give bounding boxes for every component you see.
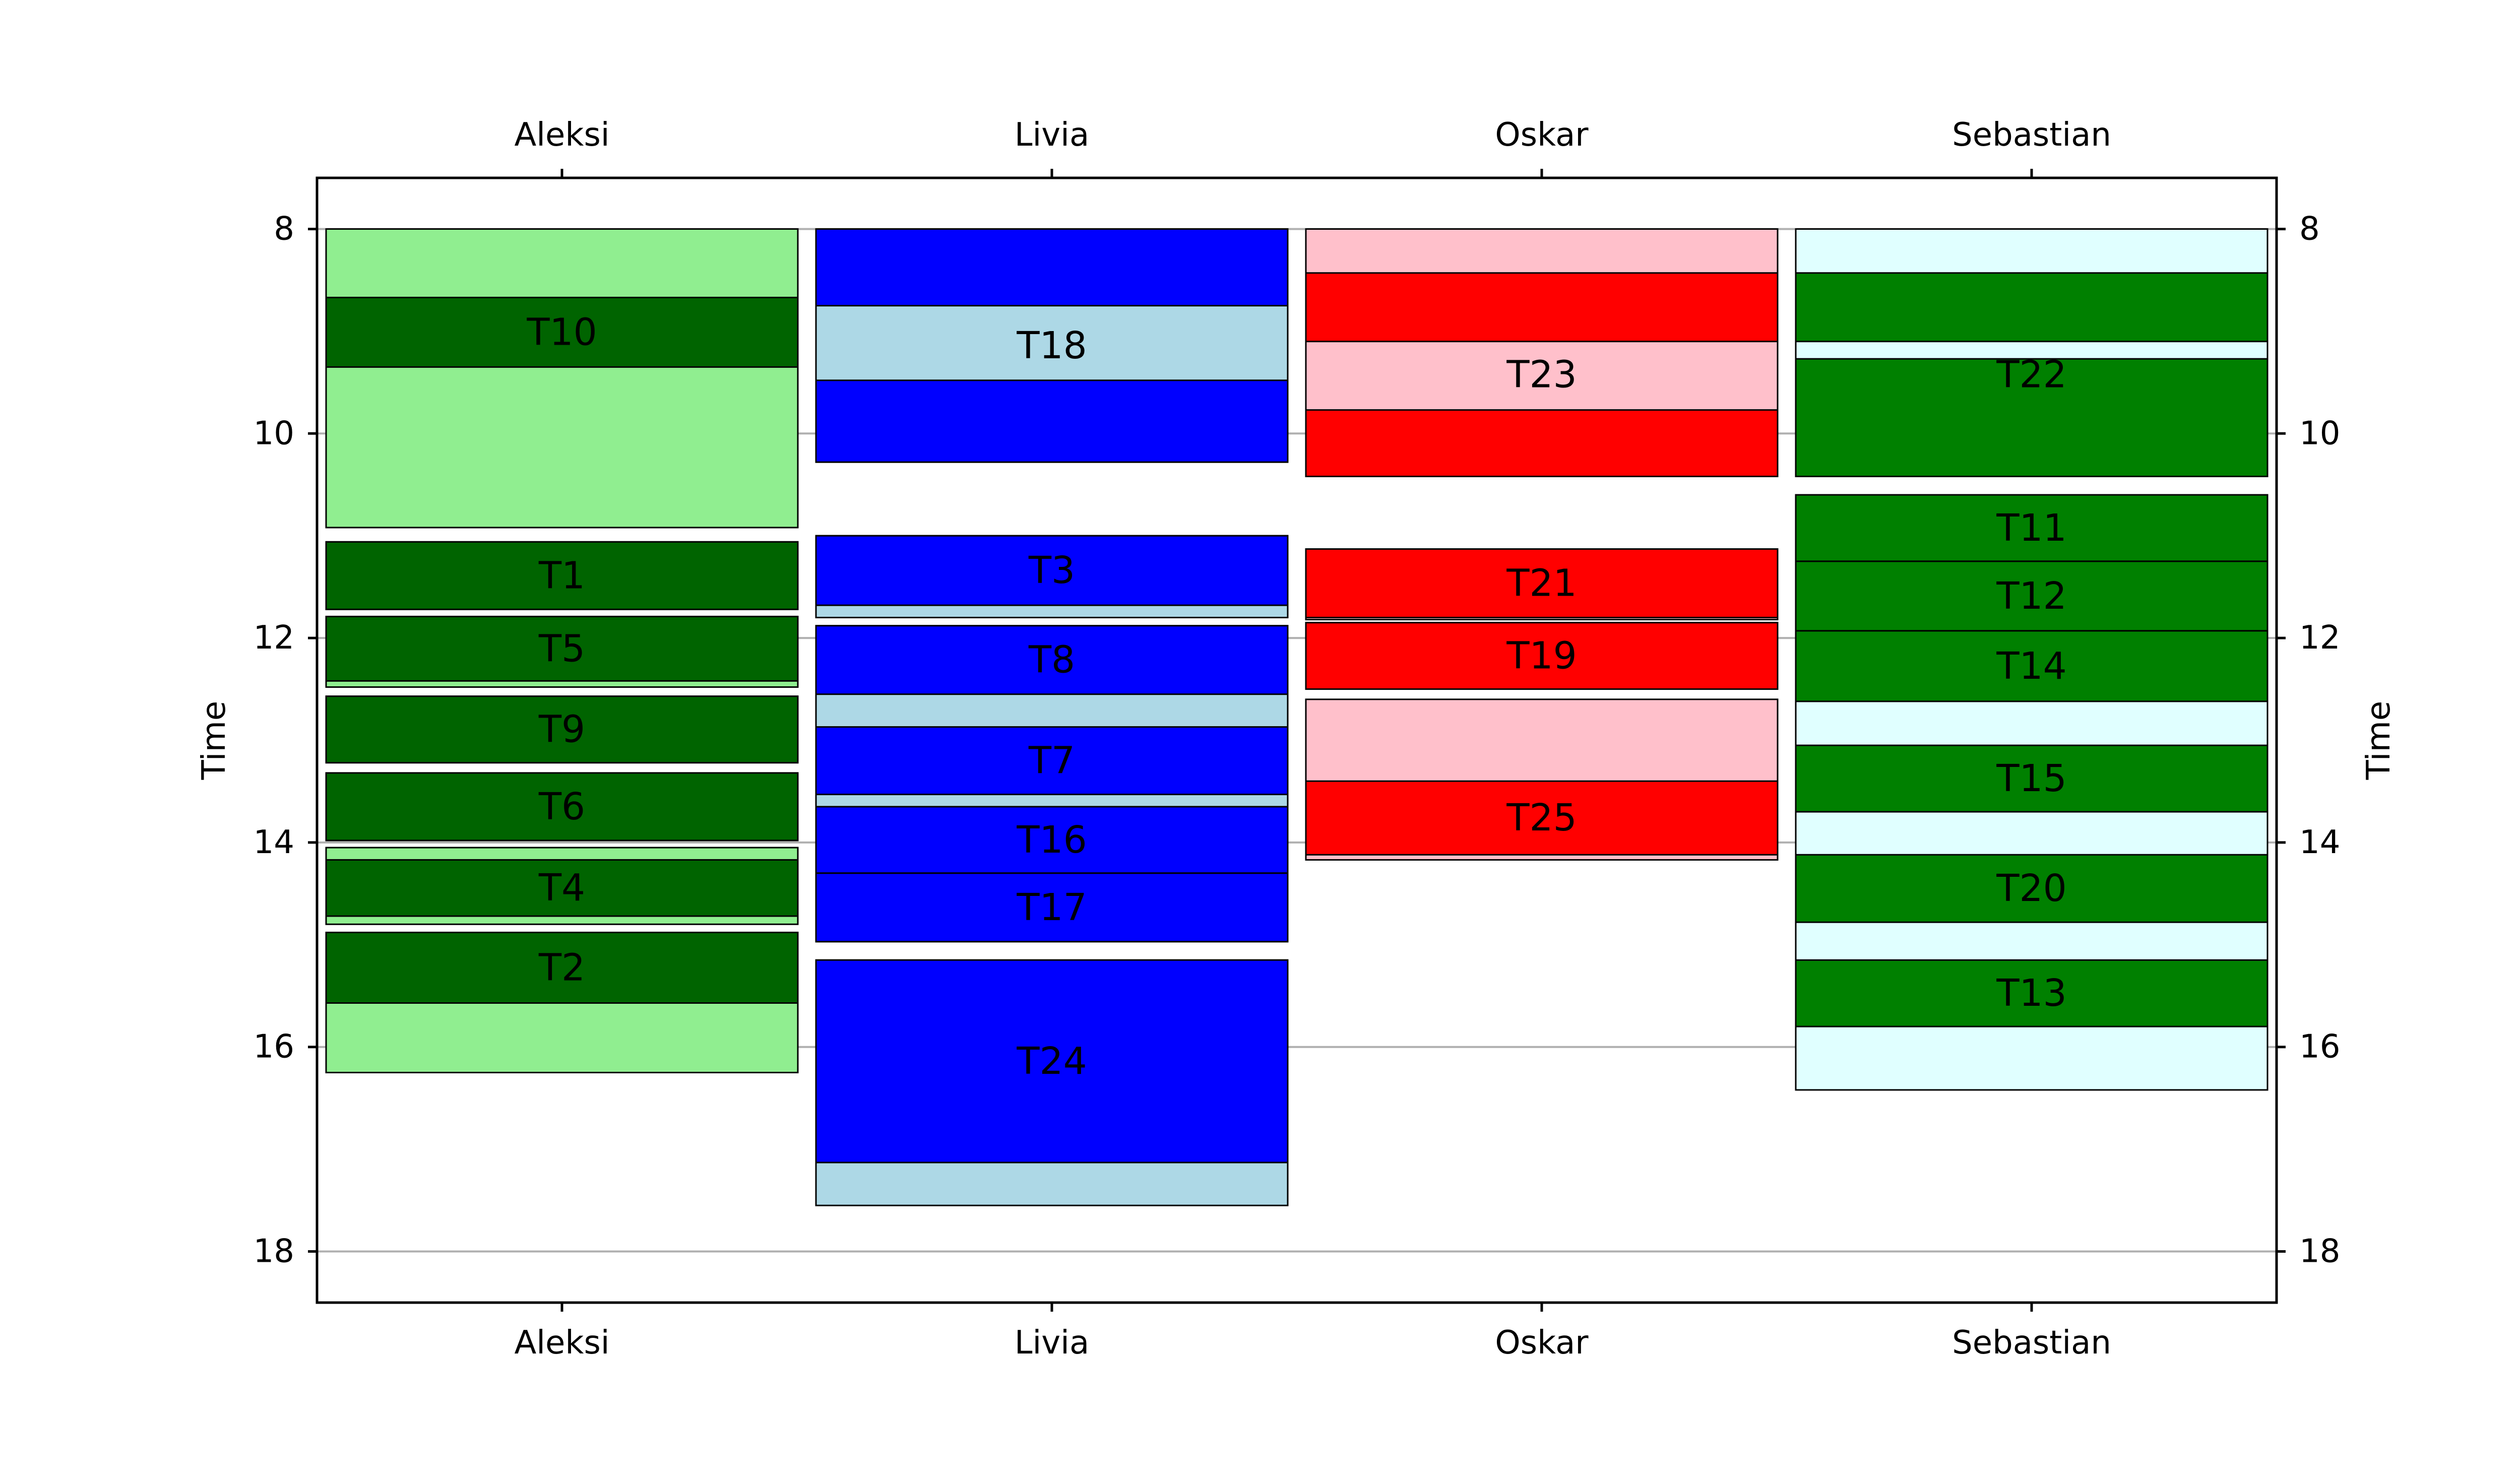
task-t6-label: T6 bbox=[538, 785, 585, 828]
y-axis-title-right: Time bbox=[2360, 701, 2398, 781]
task-t16-label: T16 bbox=[1016, 818, 1087, 862]
axes: 8 8 10 10 12 12 14 14 16 16 18 18 Time Time Aleksi Alek… bbox=[196, 116, 2398, 1362]
task-t12-bar bbox=[1795, 560, 2269, 632]
x-tick-label-bottom-sebastian: Sebastian bbox=[1952, 1324, 2111, 1362]
y-tick-label-right-10: 10 bbox=[2299, 415, 2340, 452]
y-tick-label-right-8: 8 bbox=[2299, 210, 2320, 247]
task-t18-bar-2 bbox=[815, 379, 1289, 463]
task-t16-bar bbox=[815, 806, 1289, 874]
task-t9-label: T9 bbox=[538, 708, 585, 751]
aleksi-availability-block-1 bbox=[325, 228, 799, 529]
task-t12-label: T12 bbox=[1996, 574, 2066, 618]
y-tick-label-left-12: 12 bbox=[254, 619, 294, 657]
y-axis-title-left: Time bbox=[196, 701, 233, 781]
y-tick-label-right-16: 16 bbox=[2299, 1028, 2340, 1066]
x-tick-label-bottom-aleksi: Aleksi bbox=[514, 1324, 609, 1362]
plot-frame bbox=[316, 176, 2278, 1304]
y-tick-label-left-18: 18 bbox=[254, 1233, 294, 1270]
task-t7-label: T7 bbox=[1028, 739, 1075, 783]
task-t24-bar bbox=[815, 959, 1289, 1164]
x-tick-label-top-sebastian: Sebastian bbox=[1952, 116, 2111, 154]
task-t7-bar bbox=[815, 726, 1289, 796]
y-tick-label-left-10: 10 bbox=[254, 415, 294, 452]
task-t23-label: T23 bbox=[1506, 353, 1577, 397]
task-t19-label: T19 bbox=[1506, 634, 1577, 678]
task-t5-bar bbox=[325, 615, 799, 682]
task-t3-label: T3 bbox=[1028, 549, 1075, 592]
task-t4-bar bbox=[325, 859, 799, 917]
task-t25-label: T25 bbox=[1506, 796, 1577, 840]
x-tick-label-top-aleksi: Aleksi bbox=[514, 116, 609, 154]
task-t23-bar-1 bbox=[1305, 272, 1779, 343]
y-tick-label-left-8: 8 bbox=[274, 210, 294, 247]
task-t11-label: T11 bbox=[1996, 506, 2066, 550]
task-t18-bar-1 bbox=[815, 228, 1289, 307]
y-tick-label-right-14: 14 bbox=[2299, 824, 2340, 861]
task-t8-bar bbox=[815, 625, 1289, 695]
task-t6-bar bbox=[325, 772, 799, 842]
x-tick-label-bottom-livia: Livia bbox=[1015, 1324, 1089, 1362]
task-t17-bar bbox=[815, 872, 1289, 943]
task-t13-label: T13 bbox=[1996, 972, 2066, 1015]
task-t20-label: T20 bbox=[1996, 867, 2066, 910]
task-t24-label: T24 bbox=[1016, 1040, 1087, 1083]
task-t1-label: T1 bbox=[538, 554, 585, 597]
task-t21-label: T21 bbox=[1506, 562, 1577, 605]
task-t18-label: T18 bbox=[1016, 324, 1087, 367]
y-tick-label-right-18: 18 bbox=[2299, 1233, 2340, 1270]
task-t21-bar bbox=[1305, 548, 1779, 619]
task-t1-bar bbox=[325, 541, 799, 610]
task-t15-bar bbox=[1795, 744, 2269, 813]
task-t22-bar-2 bbox=[1795, 358, 2269, 477]
task-t2-label: T2 bbox=[538, 946, 585, 989]
task-t9-bar bbox=[325, 695, 799, 764]
task-t22-bar-1 bbox=[1795, 272, 2269, 343]
task-t4-label: T4 bbox=[538, 866, 585, 910]
y-tick-label-right-12: 12 bbox=[2299, 619, 2340, 657]
task-t11-bar bbox=[1795, 494, 2269, 562]
task-t20-bar bbox=[1795, 854, 2269, 923]
task-t5-label: T5 bbox=[538, 627, 585, 670]
y-tick-label-left-14: 14 bbox=[254, 824, 294, 861]
task-t22-label: T22 bbox=[1996, 353, 2066, 397]
task-t10-bar bbox=[325, 296, 799, 368]
task-t2-bar bbox=[325, 931, 799, 1004]
task-t17-label: T17 bbox=[1016, 886, 1087, 929]
x-tick-label-bottom-oskar: Oskar bbox=[1495, 1324, 1589, 1362]
task-t8-label: T8 bbox=[1028, 638, 1075, 682]
task-t15-label: T15 bbox=[1996, 757, 2066, 800]
x-tick-label-top-livia: Livia bbox=[1015, 116, 1089, 154]
task-t19-bar bbox=[1305, 622, 1779, 690]
x-tick-label-top-oskar: Oskar bbox=[1495, 116, 1589, 154]
task-t10-label: T10 bbox=[526, 310, 597, 354]
schedule-blocks: T10 T1 T5 T9 T6 T4 T2 T18 T3 T8 T7 T16 T17 T24 T23 T21 T… bbox=[325, 228, 2269, 1206]
task-t14-bar bbox=[1795, 630, 2269, 702]
task-t14-label: T14 bbox=[1996, 644, 2066, 688]
task-t13-bar bbox=[1795, 959, 2269, 1027]
task-t3-bar bbox=[815, 535, 1289, 606]
task-t25-bar bbox=[1305, 780, 1779, 856]
task-t23-bar-2 bbox=[1305, 409, 1779, 477]
y-tick-label-left-16: 16 bbox=[254, 1028, 294, 1066]
